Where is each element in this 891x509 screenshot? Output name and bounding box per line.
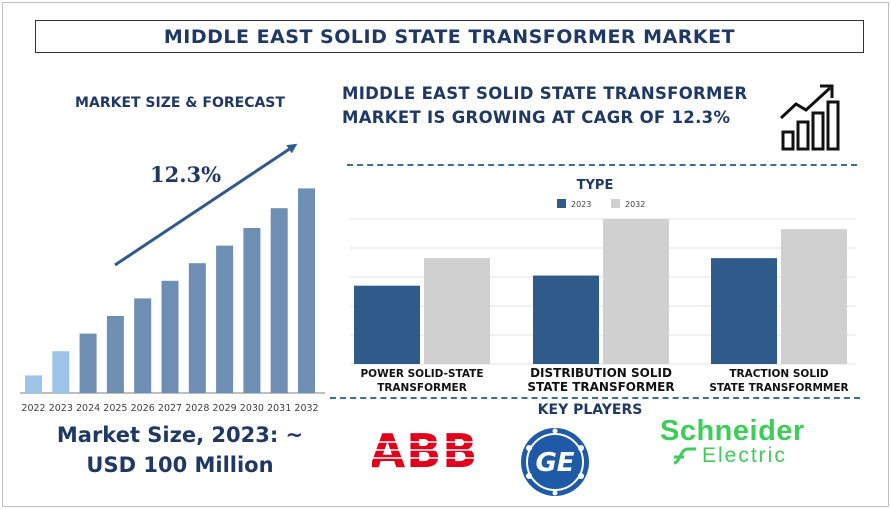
forecast-tick-2032: 2032: [294, 403, 318, 414]
cagr-heading-line2: MARKET IS GROWING AT CAGR OF 12.3%: [342, 108, 731, 127]
page-title: MIDDLE EAST SOLID STATE TRANSFORMER MARK…: [163, 25, 736, 48]
forecast-bar-2024: [79, 333, 97, 393]
abb-logo: ABB: [372, 430, 476, 472]
forecast-tick-2022: 2022: [21, 403, 45, 414]
type-category-label-2: STATE TRANSFORMER: [527, 380, 674, 394]
electric-wordmark: Electric: [702, 444, 787, 467]
type-category-label-3: STATE TRANSFORMMER: [709, 382, 848, 394]
forecast-bar-2030: [243, 228, 261, 393]
type-bar-2032-2: [603, 219, 669, 364]
legend-swatch-2032: [611, 199, 620, 208]
forecast-tick-2024: 2024: [76, 403, 100, 414]
market-size-line2: USD 100 Million: [86, 453, 274, 477]
legend-label-2032: 2032: [625, 200, 645, 209]
market-size-text: Market Size, 2023: ~ USD 100 Million: [20, 420, 340, 480]
forecast-tick-2031: 2031: [267, 403, 291, 414]
cagr-heading: MIDDLE EAST SOLID STATE TRANSFORMER MARK…: [342, 82, 772, 130]
forecast-bar-2028: [188, 263, 206, 393]
type-bar-2023-3: [711, 258, 777, 364]
forecast-bar-2025: [106, 316, 124, 393]
forecast-bar-2027: [161, 280, 179, 393]
key-players-heading: KEY PLAYERS: [537, 402, 643, 418]
type-category-label-1: POWER SOLID-STATE: [360, 368, 483, 380]
divider-bottom: [330, 397, 860, 399]
forecast-tick-2030: 2030: [240, 403, 264, 414]
divider-top: [347, 164, 857, 166]
schneider-wordmark: Schneider: [660, 415, 805, 447]
schneider-electric-logo: Schneider Electric: [660, 415, 810, 468]
svg-text:GE: GE: [535, 448, 574, 478]
type-category-label-1: TRANSFORMER: [377, 382, 467, 394]
forecast-tick-2025: 2025: [103, 403, 127, 414]
market-size-forecast-heading: MARKET SIZE & FORECAST: [75, 95, 285, 111]
abb-logo-text: ABB: [372, 430, 476, 472]
cagr-value-label: 12.3%: [150, 162, 222, 187]
life-is-on-icon: [673, 447, 696, 465]
forecast-tick-2028: 2028: [185, 403, 209, 414]
title-box: MIDDLE EAST SOLID STATE TRANSFORMER MARK…: [35, 20, 864, 53]
type-bar-2032-3: [781, 229, 847, 364]
forecast-bar-2026: [134, 298, 152, 393]
forecast-bar-2022: [25, 375, 42, 393]
type-bar-2023-2: [533, 275, 599, 364]
type-bar-2023-1: [354, 285, 420, 364]
legend-label-2023: 2023: [571, 200, 591, 209]
type-chart-title: TYPE: [577, 178, 614, 193]
forecast-tick-2027: 2027: [158, 403, 182, 414]
market-size-line1: Market Size, 2023: ~: [56, 423, 304, 447]
type-bar-2032-1: [424, 258, 490, 364]
type-category-label-2: DISTRIBUTION SOLID: [530, 366, 672, 380]
trend-arrow: [114, 143, 298, 267]
forecast-bar-2032: [298, 188, 315, 393]
legend-swatch-2023: [557, 199, 566, 208]
cagr-heading-line1: MIDDLE EAST SOLID STATE TRANSFORMER: [342, 84, 748, 103]
growth-chart-icon: [779, 84, 840, 151]
ge-logo: GE: [521, 428, 589, 496]
forecast-tick-2023: 2023: [49, 403, 73, 414]
forecast-tick-2029: 2029: [213, 403, 237, 414]
forecast-bar-2029: [216, 245, 234, 393]
forecast-tick-2026: 2026: [131, 403, 155, 414]
forecast-bar-2031: [270, 208, 288, 393]
type-category-label-3: TRACTION SOLID: [729, 368, 829, 380]
forecast-bar-2023: [52, 351, 70, 393]
